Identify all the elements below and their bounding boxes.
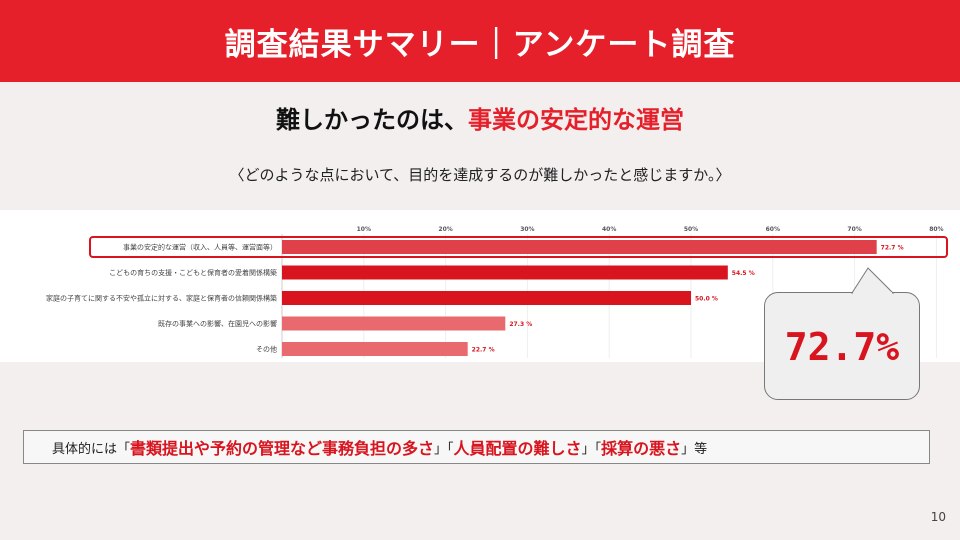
chart-bar <box>282 240 877 254</box>
chart-bar <box>282 291 691 305</box>
chart-tick-label: 40% <box>602 226 616 233</box>
chart-category-label: 家庭の子育てに関する不安や孤立に対する、家庭と保育者の信頼関係構築 <box>46 294 277 303</box>
chart-value-label: 54.5 % <box>732 270 755 277</box>
summary-box: 具体的には「 書類提出や予約の管理など事務負担の多さ 」「 人員配置の難しさ 」「 採算の… <box>23 430 930 464</box>
survey-question: 〈どのような点において、目的を達成するのが難しかったと感じますか。〉 <box>229 166 731 184</box>
chart-value-label: 50.0 % <box>695 296 718 303</box>
chart-value-label: 72.7 % <box>881 245 904 252</box>
chart-category-label: こどもの育ちの支援・こどもと保育者の愛着関係構築 <box>109 268 277 277</box>
chart-tick-label: 80% <box>929 226 943 233</box>
summary-suffix: 」等 <box>681 441 708 457</box>
chart-bar <box>282 265 728 280</box>
chart-tick-label: 70% <box>847 226 861 233</box>
callout-box: 72.7% <box>764 292 920 400</box>
chart-bar <box>282 342 468 356</box>
slide-title: 調査結果サマリー｜アンケート調査 <box>224 26 736 63</box>
callout-value: 72.7% <box>784 325 900 369</box>
bar-chart: 10% 20% 30% 40% 50% 60% 70% 80% 事業の安定的な運営（収入、人員等… <box>46 226 948 358</box>
chart-category-label: 既存の事業への影響、在園児への影響 <box>158 319 277 328</box>
chart-tick-label: 60% <box>766 226 780 233</box>
summary-separator: 」「 <box>434 441 454 457</box>
chart-tick-label: 50% <box>684 226 698 233</box>
key-finding: 難しかったのは、事業の安定的な運営 <box>0 100 960 135</box>
chart-category-label: その他 <box>256 345 277 354</box>
chart-category-label: 事業の安定的な運営（収入、人員等、運営面等） <box>123 243 277 252</box>
summary-item-staffing: 人員配置の難しさ <box>453 439 582 458</box>
bar-chart-panel: 10% 20% 30% 40% 50% 60% 70% 80% 事業の安定的な運営（収入、人員等… <box>0 210 960 362</box>
chart-tick-label: 30% <box>520 226 534 233</box>
chart-highlight-frame <box>89 236 948 258</box>
key-finding-highlight: 事業の安定的な運営 <box>468 106 684 134</box>
key-finding-prefix: 難しかったのは、 <box>276 106 468 134</box>
summary-item-profitability: 採算の悪さ <box>601 439 682 458</box>
summary-prefix: 具体的には「 <box>52 441 131 457</box>
chart-bar <box>282 316 506 331</box>
summary-item-admin-burden: 書類提出や予約の管理など事務負担の多さ <box>130 439 435 458</box>
slide-header: 調査結果サマリー｜アンケート調査 <box>0 0 960 82</box>
chart-value-label: 27.3 % <box>509 321 532 328</box>
chart-value-label: 22.7 % <box>472 347 495 354</box>
chart-tick-label: 10% <box>357 226 371 233</box>
chart-tick-label: 20% <box>438 226 452 233</box>
page-number: 10 <box>930 510 946 524</box>
summary-separator: 」「 <box>581 441 602 457</box>
